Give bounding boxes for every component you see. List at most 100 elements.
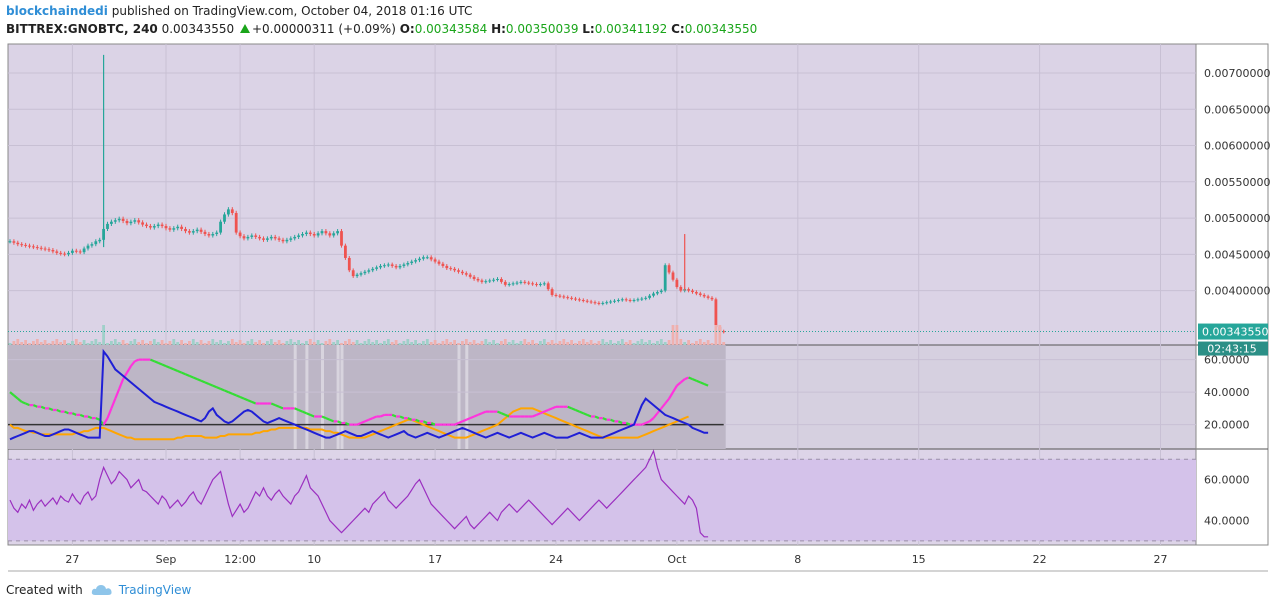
volume-bar: [620, 339, 624, 345]
time-axis-label: 27: [65, 553, 79, 566]
dmi-highlight-bar: [457, 345, 461, 449]
di-plus-segment: [684, 376, 690, 381]
candle-body: [340, 231, 343, 246]
candle-body: [367, 270, 371, 272]
volume-bar: [449, 342, 453, 345]
candle-body: [266, 238, 269, 240]
volume-bar: [550, 340, 554, 345]
volume-bar: [351, 342, 355, 345]
volume-bar: [624, 342, 628, 345]
candle-body: [496, 278, 499, 280]
tradingview-brand[interactable]: TradingView: [118, 583, 192, 597]
candle-body: [203, 231, 207, 235]
volume-bar: [492, 340, 495, 345]
candle-body: [145, 224, 148, 227]
volume-bar: [597, 341, 601, 345]
di-plus-segment: [532, 413, 537, 418]
di-plus-segment: [169, 366, 175, 371]
volume-bar: [507, 342, 511, 345]
volume-bar: [628, 340, 632, 345]
time-axis-label: 22: [1033, 553, 1047, 566]
volume-bar: [480, 341, 484, 345]
di-plus-segment: [430, 421, 436, 426]
volume-bar: [180, 340, 183, 345]
di-plus-segment: [688, 376, 693, 381]
candle-body: [121, 218, 125, 221]
created-with-text: Created with: [6, 583, 83, 597]
candle-body: [47, 249, 51, 251]
di-plus-segment: [122, 372, 128, 380]
di-plus-segment: [161, 363, 167, 368]
volume-bar: [297, 340, 300, 345]
candle-body: [636, 299, 640, 301]
volume-bar: [117, 342, 121, 345]
di-plus-segment: [602, 417, 608, 421]
di-plus-segment: [617, 420, 623, 425]
candle-body: [12, 241, 16, 243]
di-line: [9, 348, 709, 441]
volume-bar: [418, 343, 421, 345]
volume-bar: [94, 339, 98, 345]
price-axis-label: 0.00400000: [1204, 285, 1270, 298]
volume-bar: [332, 342, 336, 345]
candle-body: [441, 263, 445, 266]
volume-bar: [698, 339, 702, 345]
volume-bar: [394, 340, 398, 345]
volume-bar: [39, 342, 43, 345]
volume-bar: [211, 339, 215, 345]
candle-body: [562, 296, 566, 298]
author-name[interactable]: blockchaindedi: [6, 4, 108, 18]
candle-body: [207, 234, 211, 236]
di-plus-segment: [48, 407, 54, 412]
candle-body: [59, 252, 63, 254]
volume-bar: [113, 339, 117, 345]
candle-body: [199, 229, 203, 232]
di-plus-segment: [227, 391, 233, 395]
volume-bar: [125, 343, 129, 345]
volume-bar: [273, 342, 277, 345]
di-plus-segment: [481, 410, 487, 415]
candle-body: [133, 220, 137, 222]
volume-bar: [51, 341, 55, 345]
di-plus-segment: [454, 421, 459, 426]
volume-bar: [593, 343, 597, 345]
candle-body: [258, 236, 261, 239]
candle-body: [55, 251, 59, 253]
di-plus-segment: [220, 387, 225, 392]
di-plus-segment: [134, 358, 140, 363]
candle-body: [86, 245, 90, 249]
candle-body: [195, 229, 199, 232]
volume-bar: [55, 339, 59, 345]
volume-bar: [59, 342, 63, 345]
di-plus-segment: [247, 399, 253, 403]
candle-body: [457, 270, 460, 272]
di-plus-segment: [368, 417, 374, 421]
di-plus-segment: [235, 394, 241, 399]
volume-bar: [336, 340, 339, 345]
candle-body: [332, 233, 336, 236]
di-plus-segment: [469, 415, 475, 420]
volume-bar: [527, 342, 531, 345]
candle-body: [172, 228, 176, 230]
volume-bar: [379, 343, 382, 345]
candle-body: [589, 301, 593, 303]
volume-bar: [383, 341, 386, 345]
volume-bar: [605, 342, 609, 345]
candle-body: [449, 268, 453, 270]
candle-body: [453, 268, 456, 271]
candle-body: [390, 264, 394, 266]
volume-bar: [539, 341, 542, 345]
volume-bar: [262, 343, 265, 345]
volume-bar: [145, 343, 148, 345]
volume-bar: [609, 340, 612, 345]
volume-bar: [86, 343, 90, 345]
volume-bar: [281, 343, 285, 345]
di-plus-segment: [676, 381, 682, 387]
di-plus-segment: [407, 417, 413, 421]
di-plus-segment: [102, 417, 109, 426]
volume-bar: [441, 341, 445, 345]
volume-bar: [98, 342, 102, 345]
candle-body: [63, 253, 66, 255]
candle-body: [472, 276, 476, 279]
